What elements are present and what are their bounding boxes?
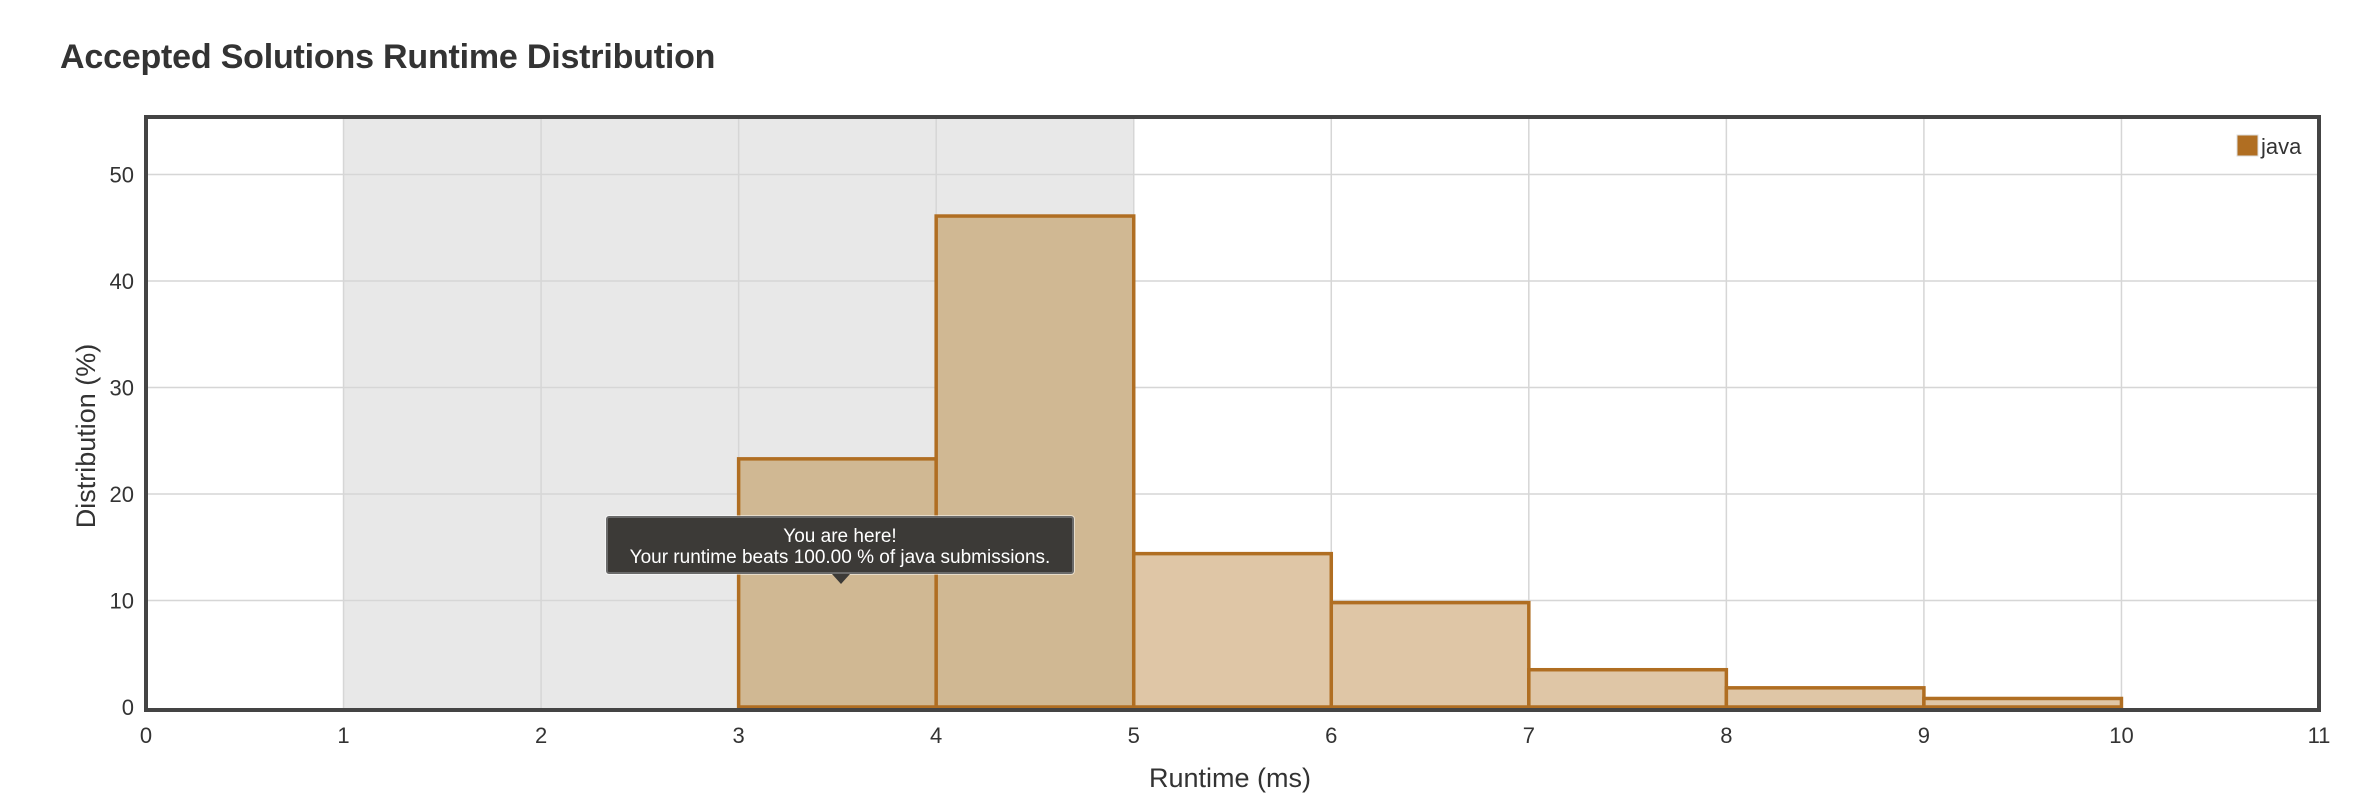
x-tick-label: 11	[2308, 723, 2331, 748]
legend-label-java: java	[2260, 134, 2302, 159]
y-tick-label: 0	[122, 695, 134, 720]
histogram-bar	[1527, 667, 1729, 709]
histogram-bar	[1724, 686, 1926, 709]
histogram-bar	[1922, 696, 2124, 709]
y-tick-label: 50	[110, 163, 134, 188]
x-tick-label: 8	[1720, 723, 1732, 748]
x-tick-label: 4	[930, 723, 942, 748]
histogram-bar	[1329, 600, 1531, 709]
histogram-bar	[934, 214, 1136, 709]
tooltip-arrow	[832, 574, 850, 584]
x-tick-label: 0	[140, 723, 152, 748]
y-tick-label: 40	[110, 269, 134, 294]
legend-swatch-java	[2236, 134, 2259, 157]
x-tick-label: 9	[1918, 723, 1930, 748]
x-tick-label: 6	[1325, 723, 1337, 748]
tooltip-title: You are here!	[783, 526, 897, 547]
x-tick-label: 3	[733, 723, 745, 748]
x-tick-label: 7	[1523, 723, 1535, 748]
page-title: Accepted Solutions Runtime Distribution	[60, 38, 716, 76]
histogram-bar	[1131, 551, 1334, 709]
x-tick-label: 10	[2109, 723, 2133, 748]
y-tick-label: 30	[110, 376, 134, 401]
plot-frame	[144, 115, 2321, 712]
y-tick-label: 10	[110, 589, 134, 614]
y-axis-title: Distribution (%)	[71, 344, 101, 529]
tooltip-detail: Your runtime beats 100.00 % of java subm…	[629, 547, 1051, 568]
x-axis-title: Runtime (ms)	[1149, 763, 1311, 793]
x-tick-label: 2	[535, 723, 547, 748]
y-tick-label: 20	[110, 482, 134, 507]
runtime-tooltip: You are here! Your runtime beats 100.00 …	[606, 516, 1074, 574]
legend[interactable]: java	[2236, 134, 2302, 159]
x-tick-label: 1	[337, 723, 349, 748]
x-tick-label: 5	[1128, 723, 1140, 748]
